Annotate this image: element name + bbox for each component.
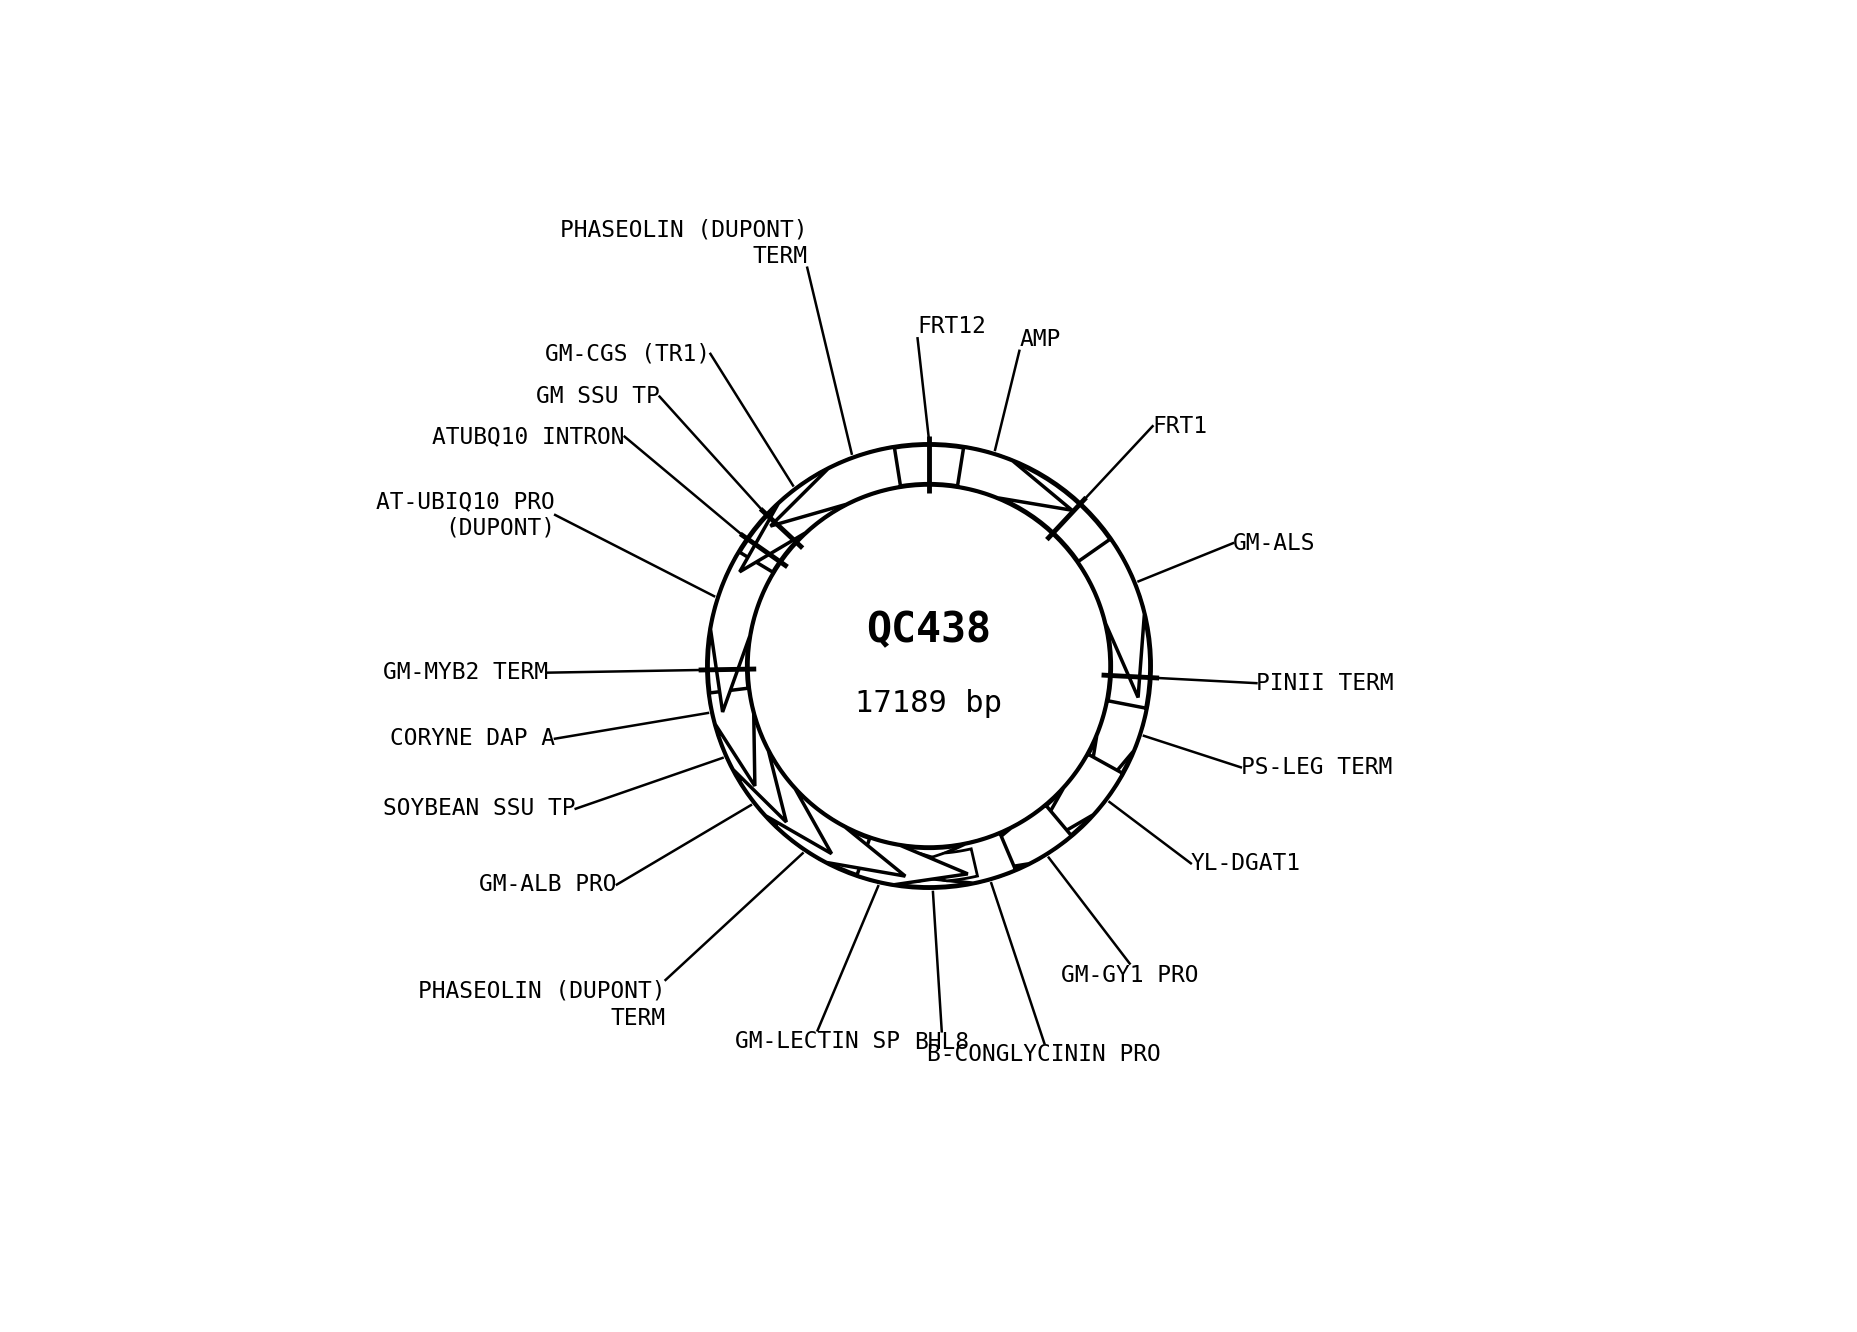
Text: SOYBEAN SSU TP: SOYBEAN SSU TP xyxy=(383,798,576,821)
Polygon shape xyxy=(1077,539,1144,698)
Polygon shape xyxy=(1025,754,1122,854)
Text: YL-DGAT1: YL-DGAT1 xyxy=(1190,852,1300,875)
Text: AT-UBIQ10 PRO
(DUPONT): AT-UBIQ10 PRO (DUPONT) xyxy=(377,490,555,539)
Polygon shape xyxy=(888,850,969,882)
Text: GM-LECTIN SP: GM-LECTIN SP xyxy=(735,1031,899,1054)
Text: GM-CGS (TR1): GM-CGS (TR1) xyxy=(546,342,709,365)
Polygon shape xyxy=(895,848,977,880)
Text: CORYNE DAP A: CORYNE DAP A xyxy=(390,727,555,750)
Text: PS-LEG TERM: PS-LEG TERM xyxy=(1240,755,1391,779)
Text: FRT1: FRT1 xyxy=(1151,414,1207,438)
Polygon shape xyxy=(897,834,1016,883)
Text: 17189 bp: 17189 bp xyxy=(854,689,1003,718)
Text: B-CONGLYCININ PRO: B-CONGLYCININ PRO xyxy=(927,1043,1161,1066)
Text: GM SSU TP: GM SSU TP xyxy=(535,385,659,408)
Polygon shape xyxy=(856,838,967,884)
Text: GM-ALB PRO: GM-ALB PRO xyxy=(479,872,617,896)
Text: BHL8: BHL8 xyxy=(914,1031,969,1055)
Text: PHASEOLIN (DUPONT)
TERM: PHASEOLIN (DUPONT) TERM xyxy=(418,980,665,1030)
Polygon shape xyxy=(771,448,901,526)
Text: PINII TERM: PINII TERM xyxy=(1255,671,1393,695)
Polygon shape xyxy=(956,448,1071,510)
Polygon shape xyxy=(953,805,1071,876)
Polygon shape xyxy=(709,689,754,786)
Polygon shape xyxy=(1084,701,1146,809)
Polygon shape xyxy=(739,470,843,571)
Polygon shape xyxy=(739,759,832,854)
Text: ATUBQ10 INTRON: ATUBQ10 INTRON xyxy=(433,425,624,448)
Text: FRT12: FRT12 xyxy=(917,316,986,338)
Text: QC438: QC438 xyxy=(865,610,992,651)
Text: PHASEOLIN (DUPONT)
TERM: PHASEOLIN (DUPONT) TERM xyxy=(559,218,806,268)
Polygon shape xyxy=(709,551,773,713)
Polygon shape xyxy=(774,797,904,876)
Text: AMP: AMP xyxy=(1019,328,1060,350)
Text: GM-GY1 PRO: GM-GY1 PRO xyxy=(1060,963,1198,987)
Text: GM-ALS: GM-ALS xyxy=(1233,531,1315,554)
Polygon shape xyxy=(719,722,786,822)
Text: GM-MYB2 TERM: GM-MYB2 TERM xyxy=(383,661,548,685)
